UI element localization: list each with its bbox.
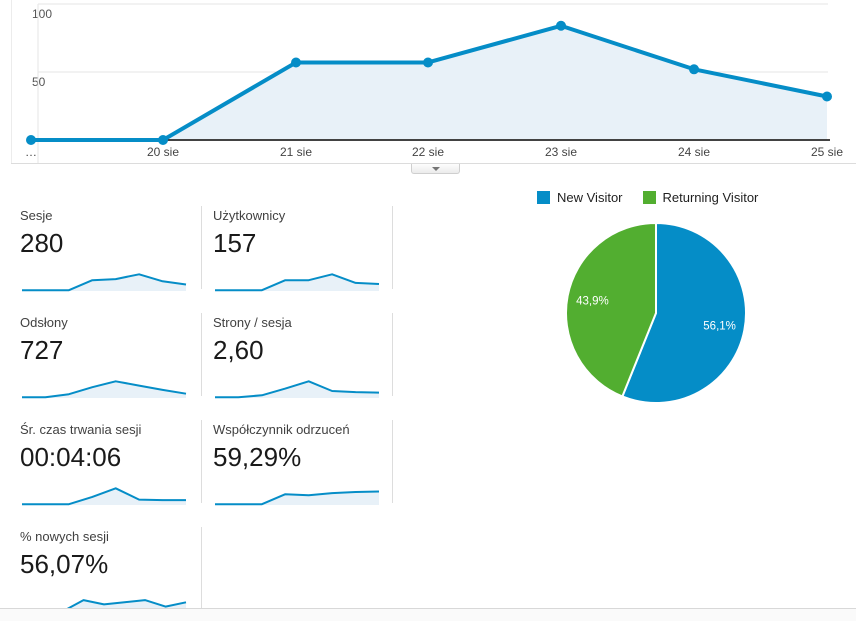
metric-card-odslony: Odsłony 727 bbox=[20, 303, 202, 410]
sparkline-chart bbox=[215, 273, 380, 292]
x-axis-label: 23 sie bbox=[545, 145, 577, 159]
x-axis-label: 20 sie bbox=[147, 145, 179, 159]
metric-value: 727 bbox=[20, 335, 64, 365]
metric-label: Użytkownicy bbox=[213, 208, 286, 223]
metric-value: 59,29% bbox=[213, 442, 302, 472]
y-axis-tick: 100 bbox=[32, 7, 52, 21]
data-point[interactable] bbox=[26, 135, 36, 145]
x-axis-label: … bbox=[25, 145, 37, 159]
x-axis-label: 22 sie bbox=[412, 145, 444, 159]
metric-card-sr-czas-trwania-sesji: Śr. czas trwania sesji 00:04:06 bbox=[20, 410, 202, 517]
legend-label: Returning Visitor bbox=[662, 190, 759, 205]
sparkline-chart bbox=[22, 487, 186, 506]
data-point[interactable] bbox=[158, 135, 168, 145]
metric-card-wspolczynnik-odrzucen: Współczynnik odrzuceń 59,29% bbox=[202, 410, 393, 517]
data-point[interactable] bbox=[556, 20, 566, 31]
legend-label: New Visitor bbox=[557, 190, 623, 205]
pie-slice-returning-visitor[interactable] bbox=[565, 222, 657, 398]
returning-visitor-swatch-icon bbox=[642, 191, 656, 204]
metric-card-sesje: Sesje 280 bbox=[20, 196, 202, 303]
page-bottom-strip bbox=[0, 608, 856, 621]
sparkline-chart bbox=[22, 273, 187, 292]
pie-slice-new-visitor[interactable] bbox=[621, 222, 747, 404]
new-visitor-swatch-icon bbox=[537, 191, 550, 204]
metric-label: % nowych sesji bbox=[20, 529, 109, 544]
data-point[interactable] bbox=[423, 57, 433, 68]
pie-legend: New Visitor Returning Visitor bbox=[537, 190, 758, 205]
legend-item-returning-visitor: Returning Visitor bbox=[642, 190, 759, 205]
metric-card-uzytkownicy: Użytkownicy 157 bbox=[202, 196, 393, 303]
sparkline-chart bbox=[22, 380, 187, 399]
metric-label: Śr. czas trwania sesji bbox=[20, 422, 142, 437]
y-axis-tick: 50 bbox=[32, 75, 46, 89]
metric-label: Współczynnik odrzuceń bbox=[213, 422, 350, 437]
chart-section-divider bbox=[11, 163, 856, 164]
metrics-grid: Sesje 280 Użytkownicy 157 Odsłony 727 Strony /… bbox=[20, 196, 393, 624]
x-axis-label: 25 sie bbox=[811, 145, 843, 159]
chevron-down-icon bbox=[431, 166, 440, 171]
metric-label: Strony / sesja bbox=[213, 315, 292, 330]
data-point[interactable] bbox=[689, 64, 699, 75]
metric-value: 2,60 bbox=[213, 335, 264, 365]
metric-label: Odsłony bbox=[20, 315, 68, 330]
metric-card-strony-sesja: Strony / sesja 2,60 bbox=[202, 303, 393, 410]
visitor-type-pie-chart: 56,1% 43,9% bbox=[565, 222, 747, 404]
sparkline-chart bbox=[215, 380, 380, 399]
chart-collapse-button[interactable] bbox=[411, 164, 460, 174]
x-axis-label: 24 sie bbox=[678, 145, 710, 159]
pie-slice-label: 56,1% bbox=[703, 320, 736, 332]
sessions-timeline-chart: 100 50 … 20 sie 21 sie 22 sie 23 sie 24 sie 25 s… bbox=[25, 3, 843, 163]
x-axis-label: 21 sie bbox=[280, 145, 312, 159]
metric-label: Sesje bbox=[20, 208, 53, 223]
data-point[interactable] bbox=[291, 57, 301, 68]
metric-value: 280 bbox=[20, 228, 64, 258]
metric-value: 00:04:06 bbox=[20, 442, 122, 472]
legend-item-new-visitor: New Visitor bbox=[537, 190, 623, 205]
metric-value: 157 bbox=[213, 228, 257, 258]
sparkline-chart bbox=[215, 490, 380, 506]
pie-slice-label: 43,9% bbox=[576, 296, 609, 308]
panel-left-border bbox=[11, 0, 12, 163]
metric-value: 56,07% bbox=[20, 549, 109, 579]
data-point[interactable] bbox=[822, 91, 832, 102]
